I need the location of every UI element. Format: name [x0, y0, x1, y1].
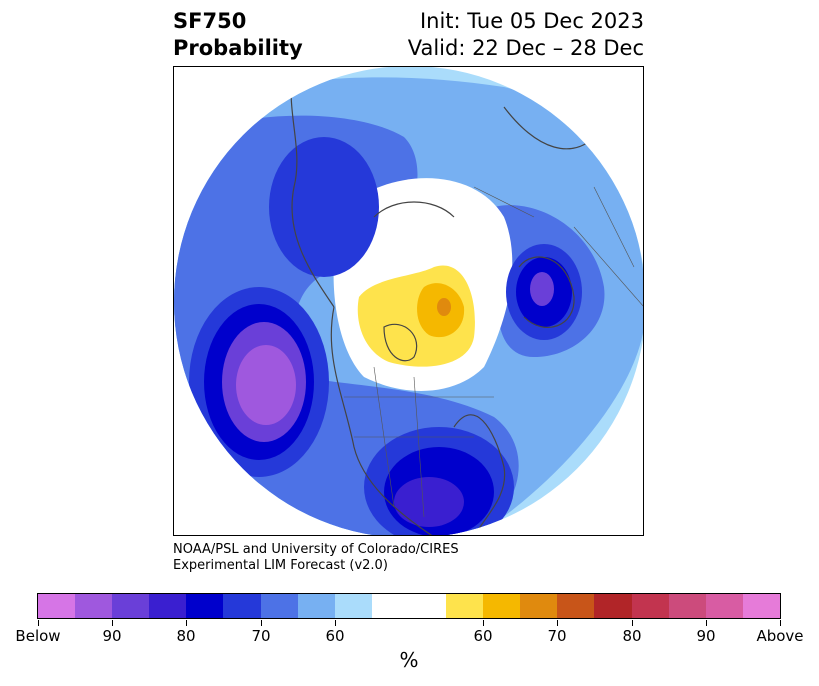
colorbar-swatch [149, 594, 187, 618]
colorbar-swatch [742, 594, 780, 618]
colorbar-tick-label: Below [15, 627, 61, 645]
colorbar-tick-label: 80 [176, 627, 196, 645]
colorbar-swatch [446, 594, 484, 618]
colorbar-swatch [520, 594, 558, 618]
colorbar-swatch [260, 594, 298, 618]
colorbar-tick [335, 620, 336, 626]
credit-text: NOAA/PSL and University of Colorado/CIRE… [173, 542, 459, 574]
probability-map [174, 67, 643, 535]
colorbar-tick-label: 90 [696, 627, 716, 645]
map-panel [173, 66, 644, 536]
colorbar-tick [261, 620, 262, 626]
credit-line-1: NOAA/PSL and University of Colorado/CIRE… [173, 542, 459, 557]
borders [344, 186, 643, 518]
colorbar-swatch [557, 594, 595, 618]
colorbar-tick [557, 620, 558, 626]
contour-80-above [437, 298, 451, 316]
contour-below-siberia [269, 137, 379, 277]
variable-title: SF750 [173, 9, 247, 33]
colorbar-swatch [371, 594, 447, 618]
colorbar-tick-label: 70 [251, 627, 271, 645]
colorbar-swatch [705, 594, 743, 618]
colorbar-tick [38, 620, 39, 626]
colorbar-tick [186, 620, 187, 626]
colorbar-swatch [186, 594, 224, 618]
title-left: SF750 Probability [173, 8, 303, 62]
colorbar-tick [632, 620, 633, 626]
colorbar-tick-label: Above [756, 627, 804, 645]
colorbar-swatch [594, 594, 632, 618]
colorbar [37, 593, 781, 619]
colorbar-swatch [223, 594, 261, 618]
colorbar-swatch [38, 594, 76, 618]
colorbar-swatch [75, 594, 113, 618]
title-right: Init: Tue 05 Dec 2023 Valid: 22 Dec – 28… [408, 8, 644, 62]
credit-line-2: Experimental LIM Forecast (v2.0) [173, 558, 388, 573]
colorbar-tick-label: 90 [102, 627, 122, 645]
colorbar-tick [483, 620, 484, 626]
colorbar-unit: % [399, 648, 419, 672]
init-date: Init: Tue 05 Dec 2023 [419, 9, 644, 33]
colorbar-tick [780, 620, 781, 626]
valid-range: Valid: 22 Dec – 28 Dec [407, 36, 644, 60]
colorbar-swatch [112, 594, 150, 618]
colorbar-tick-label: 70 [547, 627, 567, 645]
colorbar-swatch [334, 594, 372, 618]
colorbar-tick-label: 60 [325, 627, 345, 645]
colorbar-tick [112, 620, 113, 626]
colorbar-swatch [631, 594, 669, 618]
colorbar-tick [706, 620, 707, 626]
product-title: Probability [173, 36, 303, 60]
colorbar-tick-label: 80 [622, 627, 642, 645]
colorbar-swatch [297, 594, 335, 618]
colorbar-tick-label: 60 [473, 627, 493, 645]
colorbar-swatch [483, 594, 521, 618]
colorbar-swatch [668, 594, 706, 618]
